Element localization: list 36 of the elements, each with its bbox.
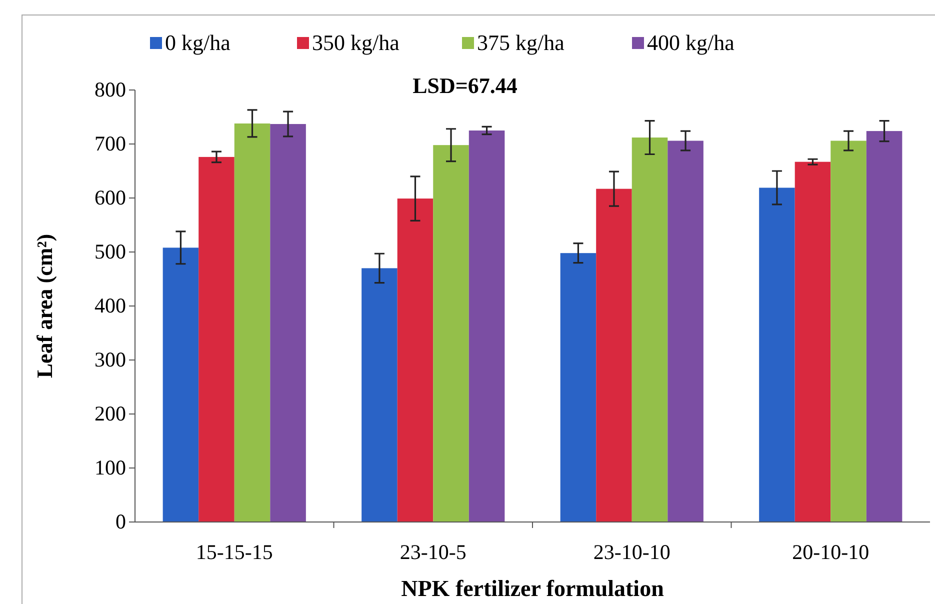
y-tick-label: 400 [94, 294, 126, 318]
bar [234, 123, 270, 522]
bar [433, 145, 469, 522]
bar [830, 140, 866, 522]
y-tick-label: 500 [94, 240, 126, 264]
bar [362, 268, 398, 522]
bar [162, 248, 199, 522]
bar [596, 188, 632, 522]
bar [397, 198, 434, 522]
bar [468, 130, 505, 522]
x-tick-label: 15-15-15 [196, 540, 273, 564]
y-tick-label: 800 [94, 78, 126, 102]
bar [668, 140, 704, 522]
y-tick-label: 300 [94, 348, 126, 372]
legend-label: 350 kg/ha [312, 30, 400, 55]
bar [560, 253, 596, 522]
legend-label: 0 kg/ha [165, 30, 231, 55]
x-tick-label: 20-10-10 [792, 540, 870, 564]
x-axis-title: NPK fertilizer formulation [401, 576, 664, 601]
legend-label: 375 kg/ha [477, 30, 565, 55]
y-tick-label: 700 [94, 132, 126, 156]
bar [866, 131, 902, 522]
y-tick-label: 100 [94, 456, 126, 480]
x-tick-label: 23-10-10 [593, 540, 670, 564]
legend-label: 400 kg/ha [647, 30, 735, 55]
bar [759, 188, 795, 522]
y-axis-title: Leaf area (cm²) [32, 234, 57, 378]
bar [794, 162, 831, 522]
bar [198, 156, 234, 522]
y-tick-label: 200 [94, 402, 126, 426]
x-tick-label: 23-10-5 [400, 540, 466, 564]
bar [270, 124, 306, 522]
bar [632, 138, 668, 522]
y-tick-label: 0 [116, 510, 126, 534]
y-tick-label: 600 [94, 186, 126, 210]
annotation: LSD=67.44 [412, 73, 518, 98]
